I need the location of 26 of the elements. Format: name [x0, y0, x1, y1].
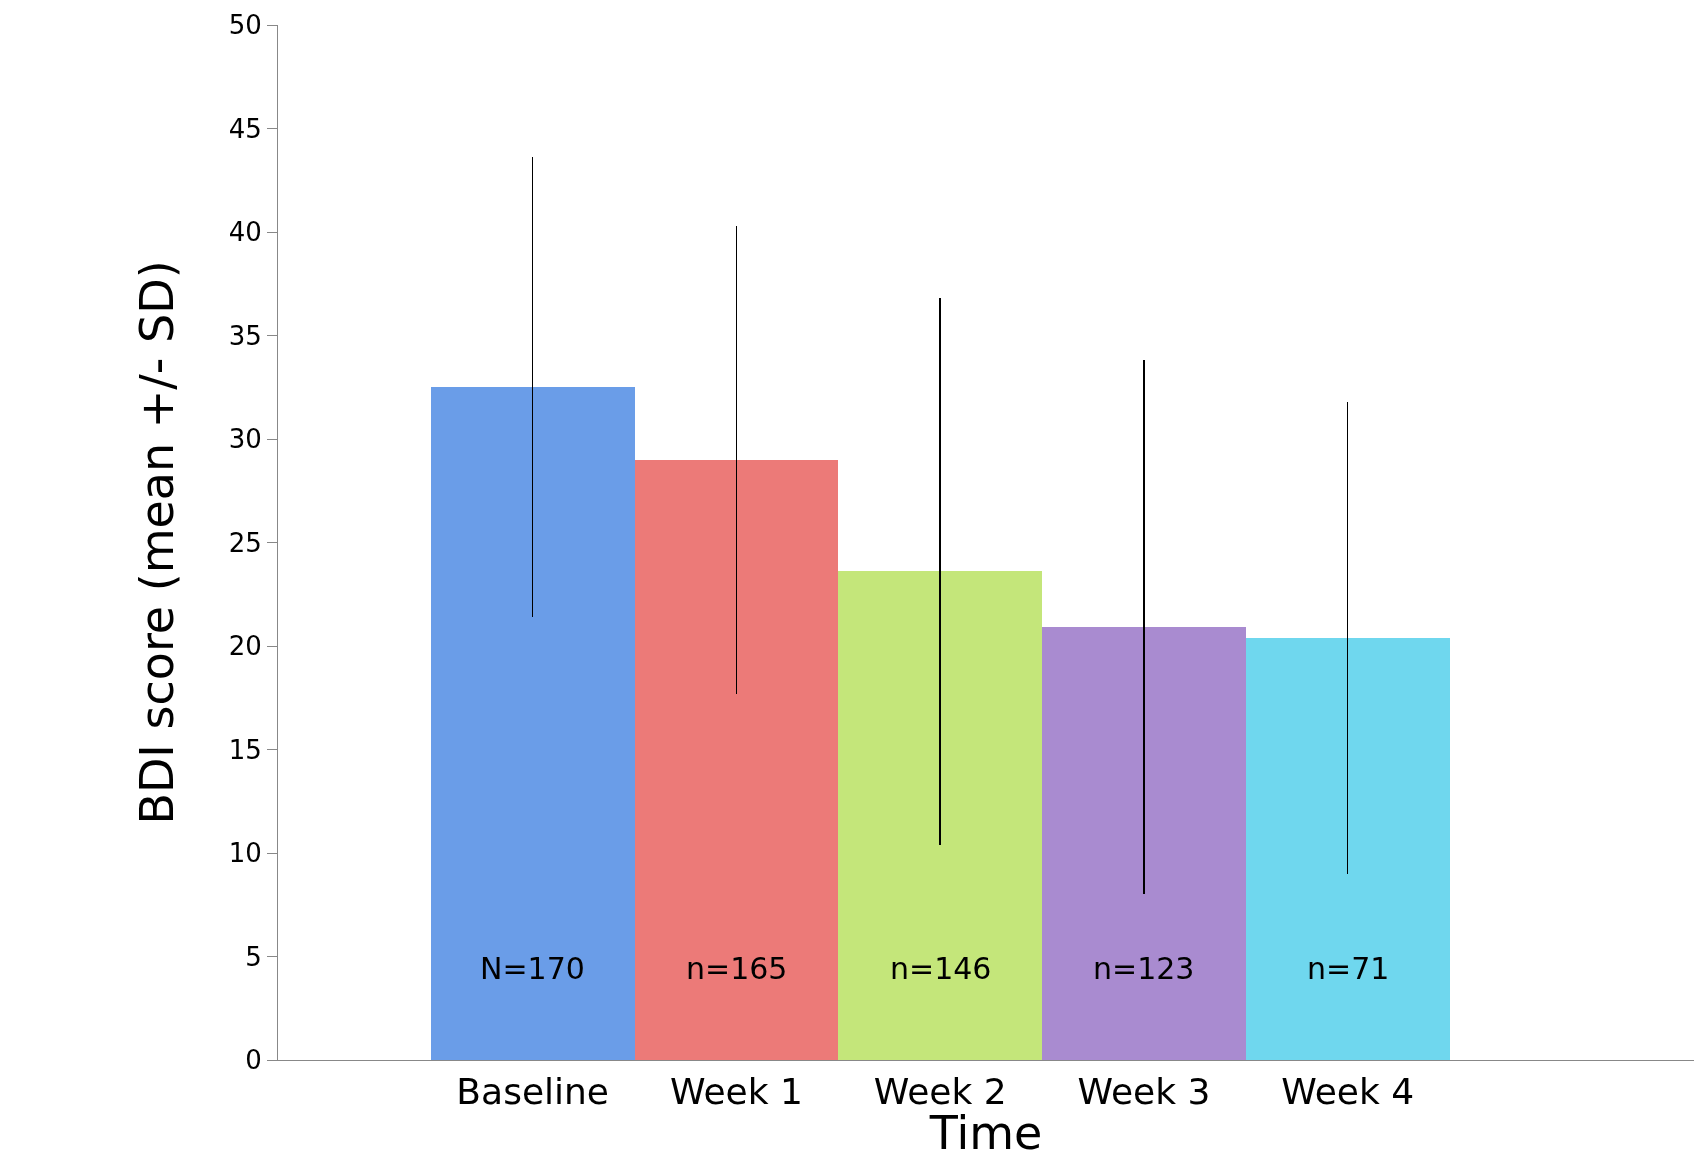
- y-tick-label: 30: [228, 424, 262, 455]
- x-tick-label: Week 1: [669, 1071, 803, 1113]
- y-tick-label: 35: [228, 320, 262, 351]
- annotation: n=123: [1093, 951, 1195, 986]
- x-tick-label: Week 3: [1077, 1071, 1211, 1113]
- y-tick-label: 25: [228, 527, 262, 558]
- x-tick-label: Week 4: [1281, 1071, 1415, 1113]
- annotation: n=146: [890, 951, 992, 986]
- bar: [431, 387, 635, 1060]
- annotation: n=71: [1307, 951, 1390, 986]
- bar: [838, 571, 1042, 1060]
- y-tick-label: 20: [228, 631, 262, 662]
- bar: [635, 460, 838, 1060]
- bar: [1042, 627, 1246, 1060]
- annotation: n=165: [686, 951, 788, 986]
- y-tick-label: 40: [228, 217, 262, 248]
- y-tick-label: 50: [228, 10, 262, 41]
- y-tick-label: 45: [228, 113, 262, 144]
- y-axis-title: BDI score (mean +/- SD): [130, 260, 185, 825]
- bar: [1246, 638, 1450, 1060]
- annotation: N=170: [480, 951, 585, 986]
- y-tick-label: 0: [245, 1045, 262, 1076]
- x-tick-label: Baseline: [456, 1071, 609, 1113]
- y-tick-label: 15: [228, 734, 262, 765]
- y-tick-label: 10: [228, 838, 262, 869]
- y-tick-label: 5: [245, 941, 262, 972]
